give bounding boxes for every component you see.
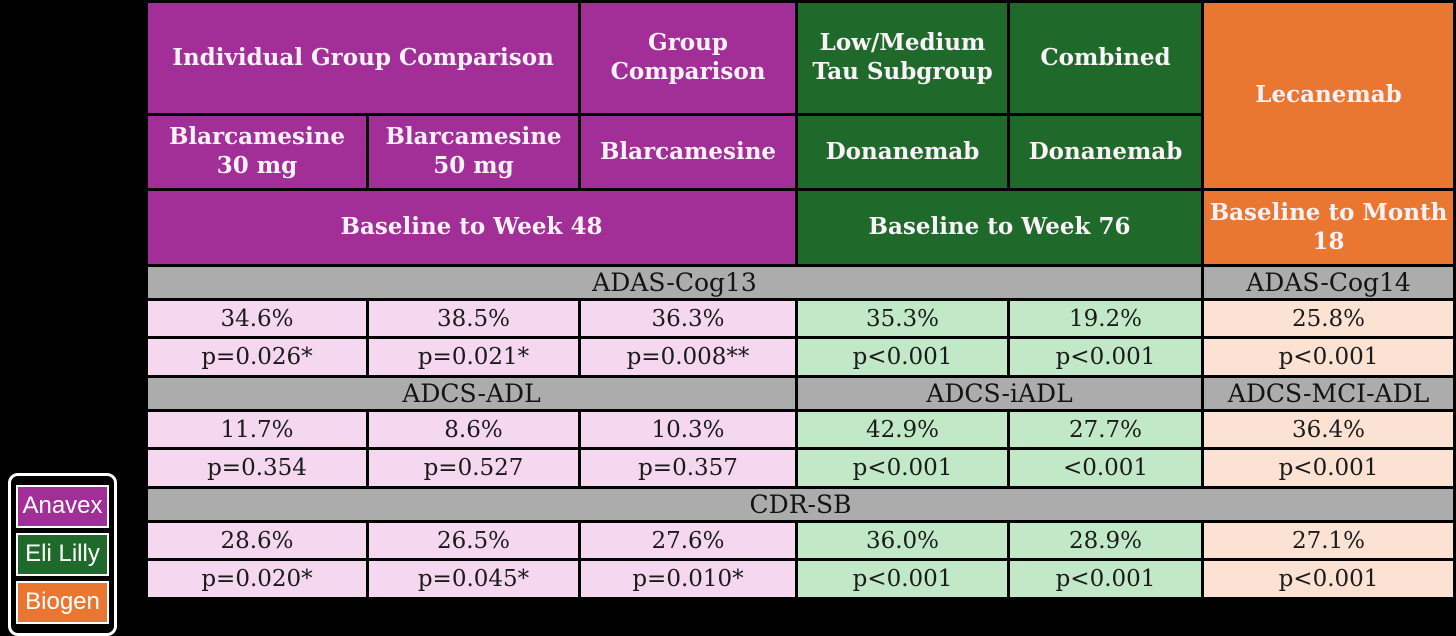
header-donanemab-combined: Donanemab bbox=[1007, 113, 1204, 191]
timeframe-week-48: Baseline to Week 48 bbox=[145, 188, 798, 267]
pvalue-cell: p=0.020* bbox=[145, 558, 369, 600]
pvalue-cell: p=0.357 bbox=[578, 447, 798, 489]
header-row-drugs: Blarcamesine 30 mg Blarcamesine 50 mg Bl… bbox=[145, 113, 1455, 191]
header-low-medium-tau-subgroup: Low/Medium Tau Subgroup bbox=[795, 0, 1010, 116]
measure-label-adcs-mci-adl: ADCS-MCI-ADL bbox=[1201, 375, 1456, 412]
legend-item-biogen: Biogen bbox=[16, 581, 109, 624]
value-cell: 35.3% bbox=[795, 298, 1010, 339]
value-cell: 10.3% bbox=[578, 409, 798, 450]
header-combined: Combined bbox=[1007, 0, 1204, 116]
value-cell: 27.6% bbox=[578, 520, 798, 561]
value-cell: 27.7% bbox=[1007, 409, 1204, 450]
pvalue-row-cdr-sb: p=0.020* p=0.045* p=0.010* p<0.001 p<0.0… bbox=[145, 558, 1456, 600]
value-cell: 26.5% bbox=[366, 520, 581, 561]
value-cell: 42.9% bbox=[795, 409, 1010, 450]
legend-item-eli-lilly: Eli Lilly bbox=[16, 533, 109, 576]
pvalue-cell: <0.001 bbox=[1007, 447, 1204, 489]
legend-item-anavex: Anavex bbox=[16, 485, 109, 528]
section-row-cdr-sb: CDR-SB bbox=[145, 486, 1456, 523]
header-donanemab-tau: Donanemab bbox=[795, 113, 1010, 191]
value-cell: 11.7% bbox=[145, 409, 369, 450]
value-cell: 19.2% bbox=[1007, 298, 1204, 339]
pvalue-cell: p<0.001 bbox=[795, 336, 1010, 378]
header-blarcamesine-50mg: Blarcamesine 50 mg bbox=[366, 113, 581, 191]
pvalue-cell: p<0.001 bbox=[1007, 558, 1204, 600]
timeframe-week-76: Baseline to Week 76 bbox=[795, 188, 1204, 267]
timeframe-month-18: Baseline to Month 18 bbox=[1201, 188, 1456, 267]
pvalue-row-adcs: p=0.354 p=0.527 p=0.357 p<0.001 <0.001 p… bbox=[145, 447, 1456, 489]
measure-label-adcs-iadl: ADCS-iADL bbox=[795, 375, 1204, 412]
pvalue-cell: p=0.021* bbox=[366, 336, 581, 378]
header-row-groups: Individual Group Comparison Group Compar… bbox=[145, 0, 1456, 191]
header-individual-group-comparison: Individual Group Comparison bbox=[145, 0, 581, 116]
pvalue-cell: p<0.001 bbox=[795, 558, 1010, 600]
value-row-cdr-sb: 28.6% 26.5% 27.6% 36.0% 28.9% 27.1% bbox=[145, 520, 1456, 561]
value-cell: 28.9% bbox=[1007, 520, 1204, 561]
header-group-comparison: Group Comparison bbox=[578, 0, 798, 116]
value-cell: 28.6% bbox=[145, 520, 369, 561]
value-cell: 27.1% bbox=[1201, 520, 1456, 561]
measure-label-cdr-sb: CDR-SB bbox=[145, 486, 1456, 523]
comparison-table: Individual Group Comparison Group Compar… bbox=[145, 0, 1456, 600]
pvalue-cell: p<0.001 bbox=[1201, 336, 1456, 378]
pvalue-cell: p<0.001 bbox=[795, 447, 1010, 489]
pvalue-cell: p=0.026* bbox=[145, 336, 369, 378]
value-cell: 25.8% bbox=[1201, 298, 1456, 339]
value-cell: 36.0% bbox=[795, 520, 1010, 561]
header-blarcamesine: Blarcamesine bbox=[578, 113, 798, 191]
measure-label-adcs-adl: ADCS-ADL bbox=[145, 375, 798, 412]
pvalue-row-adas: p=0.026* p=0.021* p=0.008** p<0.001 p<0.… bbox=[145, 336, 1456, 378]
pvalue-cell: p=0.045* bbox=[366, 558, 581, 600]
pvalue-cell: p<0.001 bbox=[1201, 447, 1456, 489]
pvalue-cell: p=0.010* bbox=[578, 558, 798, 600]
pvalue-cell: p=0.527 bbox=[366, 447, 581, 489]
value-row-adas: 34.6% 38.5% 36.3% 35.3% 19.2% 25.8% bbox=[145, 298, 1456, 339]
value-cell: 36.4% bbox=[1201, 409, 1456, 450]
section-row-adcs: ADCS-ADL ADCS-iADL ADCS-MCI-ADL bbox=[145, 375, 1456, 412]
value-cell: 36.3% bbox=[578, 298, 798, 339]
header-row-timeframes: Baseline to Week 48 Baseline to Week 76 … bbox=[145, 188, 1456, 267]
measure-label-adas-cog13: ADAS-Cog13 bbox=[145, 264, 1204, 301]
value-cell: 34.6% bbox=[145, 298, 369, 339]
legend: Anavex Eli Lilly Biogen bbox=[8, 473, 117, 636]
value-cell: 8.6% bbox=[366, 409, 581, 450]
pvalue-cell: p<0.001 bbox=[1007, 336, 1204, 378]
pvalue-cell: p=0.008** bbox=[578, 336, 798, 378]
pvalue-cell: p=0.354 bbox=[145, 447, 369, 489]
measure-label-adas-cog14: ADAS-Cog14 bbox=[1201, 264, 1456, 301]
pvalue-cell: p<0.001 bbox=[1201, 558, 1456, 600]
section-row-adas: ADAS-Cog13 ADAS-Cog14 bbox=[145, 264, 1456, 301]
value-row-adcs: 11.7% 8.6% 10.3% 42.9% 27.7% 36.4% bbox=[145, 409, 1456, 450]
header-blarcamesine-30mg: Blarcamesine 30 mg bbox=[145, 113, 369, 191]
header-lecanemab: Lecanemab bbox=[1201, 0, 1456, 191]
value-cell: 38.5% bbox=[366, 298, 581, 339]
